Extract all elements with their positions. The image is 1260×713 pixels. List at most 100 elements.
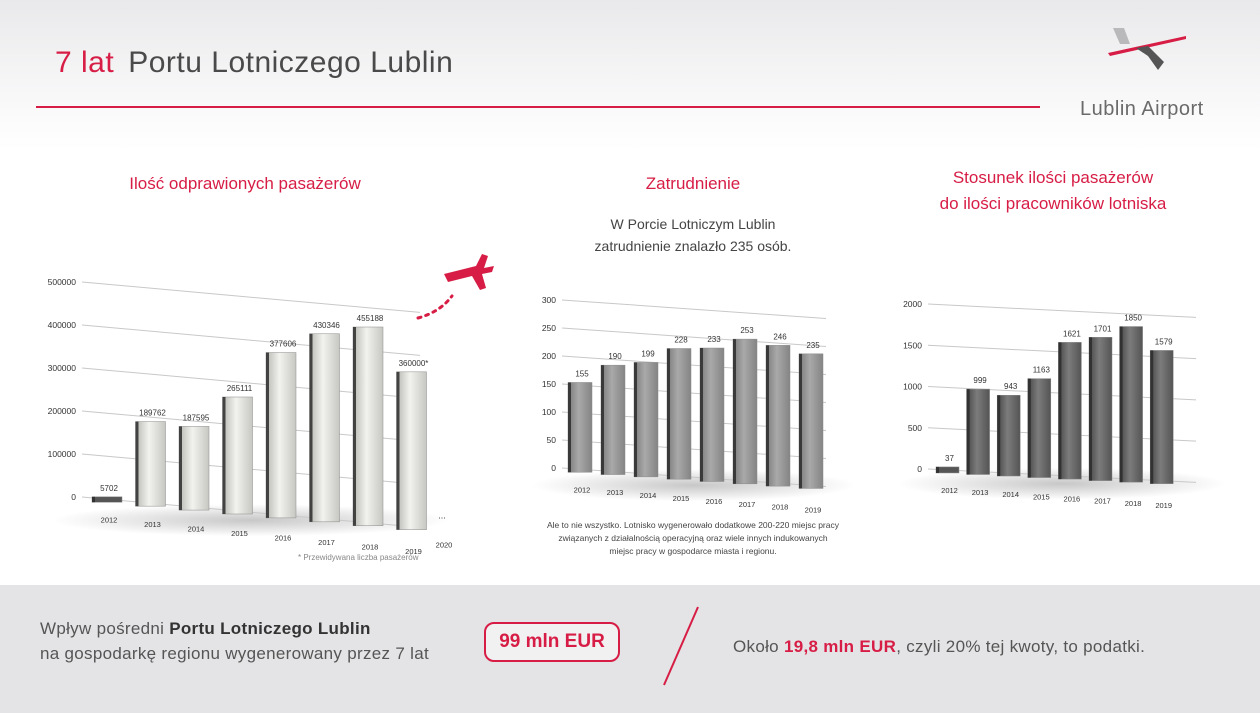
chart2-xtick-label: 2013 (607, 488, 624, 497)
chart1-bar-edge (222, 396, 226, 514)
airplane-icon (444, 254, 494, 290)
chart2-data-label: 246 (773, 332, 787, 341)
chart2-gridline (561, 327, 827, 347)
chart3-ytick-label: 2000 (903, 299, 922, 309)
airport-logo-text: Lublin Airport (1080, 98, 1204, 120)
chart3-xtick-label: 2015 (1033, 492, 1050, 501)
impact-prefix: Wpływ pośredni (40, 619, 170, 638)
chart1-bar (222, 396, 253, 515)
chart1-gridline (81, 281, 421, 313)
chart1-ytick-label: 100000 (48, 449, 77, 459)
chart1-ytick-label: 300000 (48, 363, 77, 373)
airport-logo: Lublin Airport (1080, 26, 1220, 126)
chart2-note-line: Ale to nie wszystko. Lotnisko wygenerowa… (547, 520, 839, 530)
chart2-xtick-label: 2016 (706, 497, 723, 506)
chart2-bar-edge (568, 382, 571, 473)
chart3-bar (966, 388, 990, 475)
chart2-xtick-label: 2017 (739, 500, 756, 509)
chart1-bar (396, 371, 427, 530)
chart3-xtick-label: 2012 (941, 486, 958, 495)
chart2-xtick-label: 2012 (574, 485, 591, 494)
chart3-ytick-label: 500 (908, 423, 922, 433)
chart3-xtick-label: 2018 (1125, 499, 1142, 508)
chart3-gridline (927, 303, 1197, 318)
chart1-xtick-label: 2020 (436, 541, 453, 550)
chart2-bar (666, 348, 692, 480)
chart1-data-label: 187595 (183, 413, 210, 422)
chart2-bar-edge (634, 362, 637, 477)
chart2-note: Ale to nie wszystko. Lotnisko wygenerowa… (500, 519, 886, 558)
chart2-bar-edge (700, 348, 703, 482)
airport-logo-mark-icon (1108, 28, 1186, 70)
chart2-ytick-label: 150 (542, 379, 556, 389)
chart3-ytick-label: 1000 (903, 382, 922, 392)
flight-trail-icon (416, 294, 454, 320)
chart2-bar (600, 364, 626, 475)
chart3-bar-edge (936, 466, 939, 473)
chart1-bar-edge (396, 371, 400, 530)
chart1-bar (178, 426, 210, 511)
chart3-bar-edge (1027, 378, 1031, 478)
chart3-data-label: 999 (973, 376, 987, 385)
chart3-xtick-label: 2019 (1155, 501, 1172, 510)
chart1-data-label: 377606 (270, 340, 297, 349)
chart2-bar (633, 362, 659, 478)
tax-suffix: , czyli 20% tej kwoty, to podatki. (896, 637, 1146, 656)
chart1-floor-shadow (52, 504, 450, 537)
chart2-title: Zatrudnienie (645, 174, 741, 193)
chart3-floor-shadow (898, 467, 1226, 500)
chart3-data-label: 1163 (1033, 366, 1051, 375)
chart1-data-label: 430346 (313, 321, 340, 330)
chart2-subtitle-line: zatrudnienie znalazło 235 osób. (594, 238, 792, 254)
chart2-data-label: 235 (806, 341, 820, 350)
chart2-xtick-label: 2019 (805, 506, 822, 515)
chart2-note-line: związanych z działalnością operacyjną or… (558, 533, 828, 543)
chart1-bar (91, 496, 123, 503)
chart1-ytick-label: 200000 (48, 406, 77, 416)
page-title-accent: 7 lat (55, 46, 115, 79)
chart3-data-label: 1621 (1063, 329, 1081, 338)
chart2-ytick-label: 50 (547, 435, 557, 445)
chart2-data-label: 199 (641, 349, 655, 358)
chart1-data-label: 265111 (227, 384, 253, 393)
chart3-xtick-label: 2017 (1094, 497, 1111, 506)
chart3-bar-edge (1150, 350, 1154, 484)
chart2-xtick-label: 2018 (772, 503, 789, 512)
chart2-data-label: 190 (608, 352, 622, 361)
chart2-data-label: 233 (707, 335, 721, 344)
chart2-ytick-label: 0 (551, 463, 556, 473)
chart2-ytick-label: 300 (542, 295, 556, 305)
chart1-bar (352, 326, 384, 526)
chart3-bar (1149, 350, 1174, 484)
page-title-rest: Portu Lotniczego Lublin (128, 46, 454, 79)
chart1-bar (309, 333, 340, 523)
chart2-data-label: 228 (674, 336, 688, 345)
chart3-title: Stosunek ilości pasażerów do ilości prac… (890, 165, 1216, 217)
chart3-xtick-label: 2014 (1002, 490, 1019, 499)
chart2-bar (567, 382, 593, 473)
chart1-xtick-label: 2012 (101, 515, 118, 524)
chart1-xtick-label: 2017 (318, 538, 335, 547)
chart2-bar-edge (667, 348, 670, 480)
chart3-bar (1027, 378, 1052, 478)
chart3-bar-edge (966, 389, 970, 475)
chart1-xtick-label: 2014 (188, 524, 205, 533)
impact-line2: na gospodarkę regionu wygenerowany przez… (40, 644, 429, 663)
chart1-bar (135, 421, 166, 507)
chart1-bar-edge (266, 352, 269, 518)
chart3-data-label: 1850 (1124, 314, 1142, 323)
airplane-body-icon (444, 254, 494, 290)
chart3-data-label: 1579 (1155, 337, 1173, 346)
chart3-data-label: 943 (1004, 382, 1018, 391)
chart1-bar (265, 352, 297, 519)
chart1-data-label: 5702 (100, 484, 118, 493)
chart3-xtick-label: 2016 (1064, 494, 1081, 503)
chart3-bar (1088, 337, 1113, 481)
chart1-data-label: 360000* (399, 359, 429, 368)
page-title: 7 lat Portu Lotniczego Lublin (55, 46, 453, 80)
chart2-ytick-label: 200 (542, 351, 556, 361)
chart3-bar (1058, 342, 1082, 480)
chart3-ytick-label: 1500 (903, 340, 922, 350)
chart3-ytick-label: 0 (917, 464, 922, 474)
